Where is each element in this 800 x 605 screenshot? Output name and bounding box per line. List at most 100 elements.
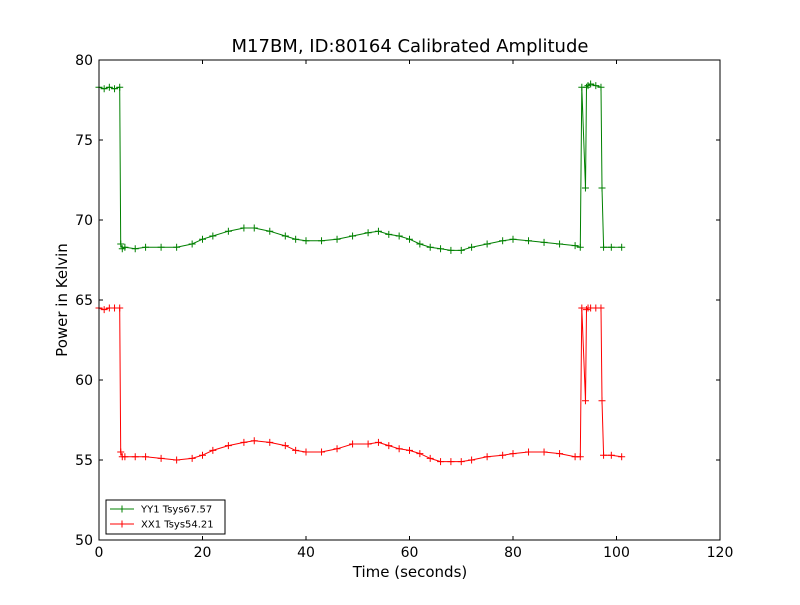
- legend: YY1 Tsys67.57 XX1 Tsys54.21: [105, 499, 226, 535]
- data-point: [364, 440, 372, 448]
- data-point: [540, 238, 548, 246]
- plot-frame: [98, 59, 721, 541]
- data-point: [600, 243, 608, 251]
- data-point: [578, 304, 586, 312]
- x-tick-label: 80: [504, 545, 522, 561]
- data-point: [364, 229, 372, 237]
- data-point: [333, 445, 341, 453]
- data-point: [447, 458, 455, 466]
- chart-title: M17BM, ID:80164 Calibrated Amplitude: [232, 36, 589, 57]
- data-point: [100, 85, 108, 93]
- y-tick-label: 55: [75, 453, 93, 469]
- data-point: [240, 438, 248, 446]
- data-point: [556, 240, 564, 248]
- data-point: [117, 240, 125, 248]
- y-tick-label: 75: [75, 133, 93, 149]
- data-point: [121, 243, 129, 251]
- data-point: [525, 237, 533, 245]
- data-point: [587, 80, 595, 88]
- y-tick-label: 60: [75, 373, 93, 389]
- x-tick-label: 40: [297, 545, 315, 561]
- data-point: [224, 442, 232, 450]
- data-point: [292, 446, 300, 454]
- data-point: [483, 240, 491, 248]
- data-point: [318, 448, 326, 456]
- data-point: [374, 438, 382, 446]
- data-point: [395, 445, 403, 453]
- data-point: [117, 448, 125, 456]
- series-1: [95, 304, 626, 466]
- data-point: [416, 450, 424, 458]
- data-point: [100, 306, 108, 314]
- data-point: [292, 235, 300, 243]
- data-point: [188, 240, 196, 248]
- legend-marker: [118, 505, 126, 513]
- legend-label: YY1 Tsys67.57: [140, 505, 212, 516]
- data-point: [395, 232, 403, 240]
- data-point: [374, 227, 382, 235]
- series-line: [98, 83, 622, 251]
- data-point: [333, 235, 341, 243]
- data-point: [457, 246, 465, 254]
- data-point: [618, 453, 626, 461]
- data-point: [121, 453, 129, 461]
- data-point: [385, 442, 393, 450]
- data-point: [416, 240, 424, 248]
- data-point: [509, 235, 517, 243]
- data-point: [576, 243, 584, 251]
- data-point: [318, 237, 326, 245]
- data-point: [540, 448, 548, 456]
- data-point: [447, 246, 455, 254]
- data-point: [173, 456, 181, 464]
- data-point: [281, 442, 289, 450]
- series-line: [98, 307, 622, 463]
- data-point: [209, 446, 217, 454]
- data-point: [582, 306, 590, 314]
- data-point: [131, 453, 139, 461]
- data-point: [209, 232, 217, 240]
- data-point: [607, 451, 615, 459]
- data-point: [437, 245, 445, 253]
- data-point: [468, 456, 476, 464]
- data-point: [426, 454, 434, 462]
- data-point: [142, 243, 150, 251]
- legend-label: XX1 Tsys54.21: [141, 520, 214, 531]
- data-point: [571, 242, 579, 250]
- series-layer: [95, 80, 626, 466]
- data-point: [499, 451, 507, 459]
- x-axis-title: Time (seconds): [352, 563, 468, 581]
- data-point: [131, 245, 139, 253]
- data-point: [607, 243, 615, 251]
- data-point: [576, 453, 584, 461]
- data-point: [240, 224, 248, 232]
- data-point: [266, 227, 274, 235]
- data-point: [199, 451, 206, 459]
- data-point: [199, 235, 206, 243]
- x-tick-label: 0: [95, 545, 104, 561]
- data-point: [406, 235, 413, 243]
- data-point: [457, 458, 465, 466]
- data-point: [111, 85, 119, 93]
- data-point: [525, 448, 533, 456]
- data-point: [582, 83, 590, 91]
- data-point: [302, 448, 310, 456]
- data-point: [173, 243, 181, 251]
- data-point: [509, 450, 517, 458]
- data-point: [618, 243, 626, 251]
- data-point: [556, 450, 564, 458]
- y-tick-label: 65: [75, 293, 93, 309]
- data-point: [483, 453, 491, 461]
- data-point: [581, 184, 589, 192]
- data-point: [105, 83, 113, 91]
- y-axis-title: Power in Kelvin: [53, 243, 71, 357]
- data-point: [349, 440, 357, 448]
- data-point: [406, 446, 413, 454]
- y-tick-label: 70: [75, 213, 93, 229]
- data-point: [224, 227, 232, 235]
- data-point: [597, 83, 605, 91]
- data-point: [157, 243, 165, 251]
- data-point: [302, 237, 310, 245]
- legend-marker: [118, 520, 126, 528]
- data-point: [426, 243, 434, 251]
